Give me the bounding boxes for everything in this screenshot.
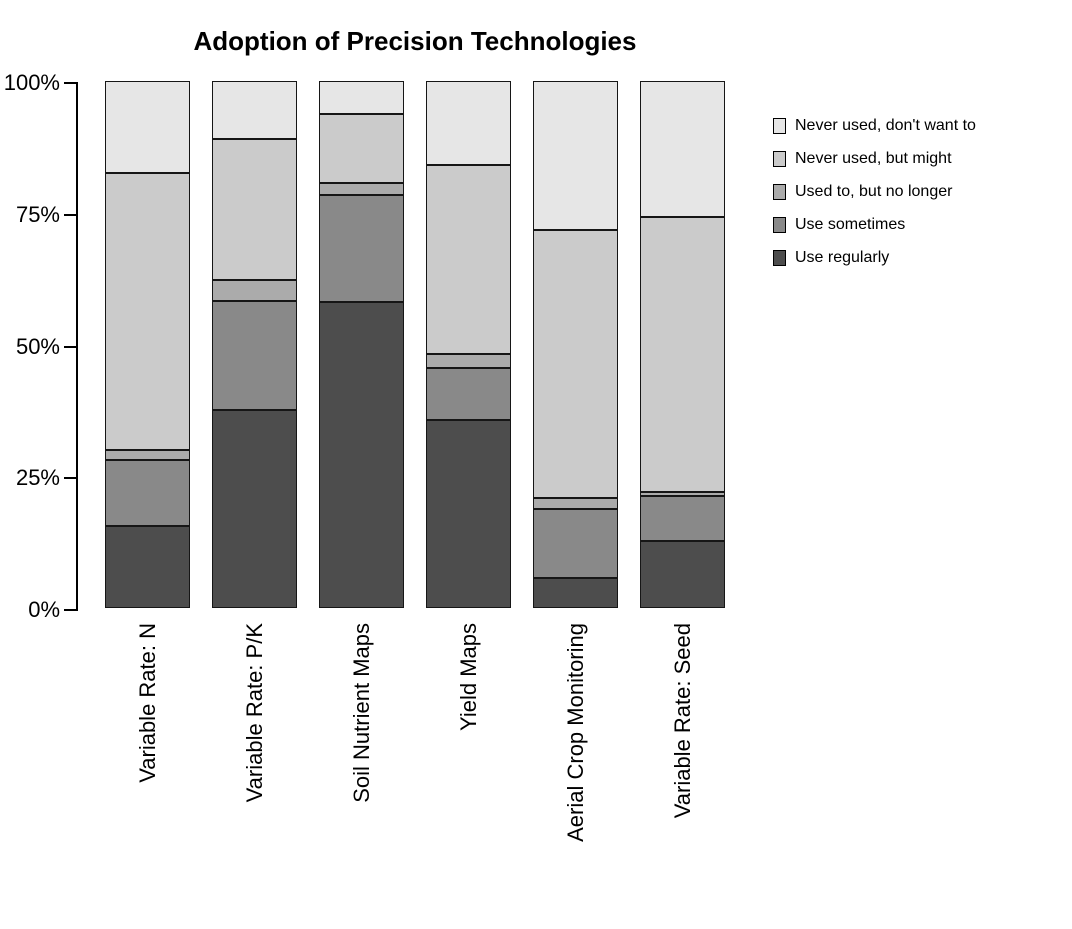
legend-swatch-icon bbox=[773, 151, 786, 167]
y-tick-mark-50 bbox=[64, 345, 76, 348]
legend-item-used-to-but-no-longer: Used to, but no longer bbox=[773, 183, 976, 200]
bar-segment-never-used-but-might bbox=[319, 114, 404, 183]
bar-soil-nutrient-maps bbox=[319, 81, 404, 610]
bar-segment-use-regularly bbox=[105, 526, 190, 608]
legend-swatch-icon bbox=[773, 118, 786, 134]
bar-aerial-crop-monitoring bbox=[533, 81, 618, 610]
chart-title: Adoption of Precision Technologies bbox=[193, 26, 637, 56]
legend-item-use-sometimes: Use sometimes bbox=[773, 216, 976, 233]
bar-segment-use-regularly bbox=[533, 577, 618, 608]
bar-segment-never-used-don-t-want-to bbox=[640, 81, 725, 217]
bar-segment-use-sometimes bbox=[212, 300, 297, 410]
y-tick-label-25: 25% bbox=[15, 465, 60, 491]
x-axis-label-soil-nutrient-maps: Soil Nutrient Maps bbox=[348, 623, 374, 803]
bar-segment-use-sometimes bbox=[533, 509, 618, 578]
bar-segment-used-to-but-no-longer bbox=[533, 497, 618, 510]
y-axis-line bbox=[76, 82, 78, 611]
bar-segment-never-used-don-t-want-to bbox=[105, 81, 190, 173]
bar-yield-maps bbox=[426, 81, 511, 610]
y-tick-label-0: 0% bbox=[28, 597, 60, 622]
bar-segment-used-to-but-no-longer bbox=[426, 353, 511, 368]
bar-variable-rate-n bbox=[105, 81, 190, 610]
y-tick-mark-25 bbox=[64, 477, 76, 480]
legend-swatch-icon bbox=[773, 250, 786, 266]
legend-item-never-used-don-t-want-to: Never used, don't want to bbox=[773, 117, 976, 134]
x-axis-label-variable-rate-seed: Variable Rate: Seed bbox=[669, 623, 695, 819]
bar-segment-used-to-but-no-longer bbox=[640, 491, 725, 497]
y-tick-label-100: 100% bbox=[3, 70, 60, 95]
y-tick-mark-75 bbox=[64, 213, 76, 216]
legend-item-use-regularly: Use regularly bbox=[773, 249, 976, 266]
legend-label: Never used, but might bbox=[795, 150, 952, 167]
x-axis-label-aerial-crop-monitoring: Aerial Crop Monitoring bbox=[562, 623, 588, 842]
bar-segment-never-used-but-might bbox=[533, 230, 618, 498]
bar-variable-rate-p-k bbox=[212, 81, 297, 610]
bar-segment-use-sometimes bbox=[319, 194, 404, 303]
legend-label: Used to, but no longer bbox=[795, 183, 953, 200]
bar-segment-use-sometimes bbox=[426, 367, 511, 420]
legend-label: Use sometimes bbox=[795, 216, 906, 233]
bar-segment-use-regularly bbox=[319, 302, 404, 608]
bar-variable-rate-seed bbox=[640, 81, 725, 610]
bar-segment-use-regularly bbox=[212, 409, 297, 609]
bar-segment-never-used-don-t-want-to bbox=[212, 81, 297, 139]
y-tick-label-75: 75% bbox=[15, 201, 60, 227]
x-axis-label-variable-rate-n: Variable Rate: N bbox=[134, 623, 160, 783]
legend-item-never-used-but-might: Never used, but might bbox=[773, 150, 976, 167]
bar-segment-never-used-but-might bbox=[105, 172, 190, 450]
legend-swatch-icon bbox=[773, 184, 786, 200]
bar-segment-never-used-but-might bbox=[640, 217, 725, 492]
bar-segment-used-to-but-no-longer bbox=[212, 279, 297, 301]
legend-label: Never used, don't want to bbox=[795, 117, 976, 134]
bar-segment-never-used-but-might bbox=[212, 139, 297, 280]
bar-segment-use-regularly bbox=[426, 419, 511, 608]
x-axis-label-yield-maps: Yield Maps bbox=[455, 623, 481, 732]
legend-swatch-icon bbox=[773, 217, 786, 233]
bar-segment-use-sometimes bbox=[640, 496, 725, 541]
y-tick-label-50: 50% bbox=[15, 333, 60, 359]
bar-segment-never-used-don-t-want-to bbox=[319, 81, 404, 115]
bar-segment-use-sometimes bbox=[105, 459, 190, 527]
bar-segment-never-used-but-might bbox=[426, 164, 511, 354]
bar-segment-use-regularly bbox=[640, 540, 725, 609]
bar-segment-never-used-don-t-want-to bbox=[533, 81, 618, 231]
y-tick-mark-0 bbox=[64, 609, 76, 611]
bar-segment-used-to-but-no-longer bbox=[319, 182, 404, 195]
legend: Never used, don't want to Never used, but… bbox=[773, 117, 976, 283]
y-tick-mark-100 bbox=[64, 82, 76, 84]
bar-segment-used-to-but-no-longer bbox=[105, 449, 190, 460]
legend-label: Use regularly bbox=[795, 249, 890, 266]
x-axis-label-variable-rate-p-k: Variable Rate: P/K bbox=[241, 623, 267, 803]
bar-segment-never-used-don-t-want-to bbox=[426, 81, 511, 165]
